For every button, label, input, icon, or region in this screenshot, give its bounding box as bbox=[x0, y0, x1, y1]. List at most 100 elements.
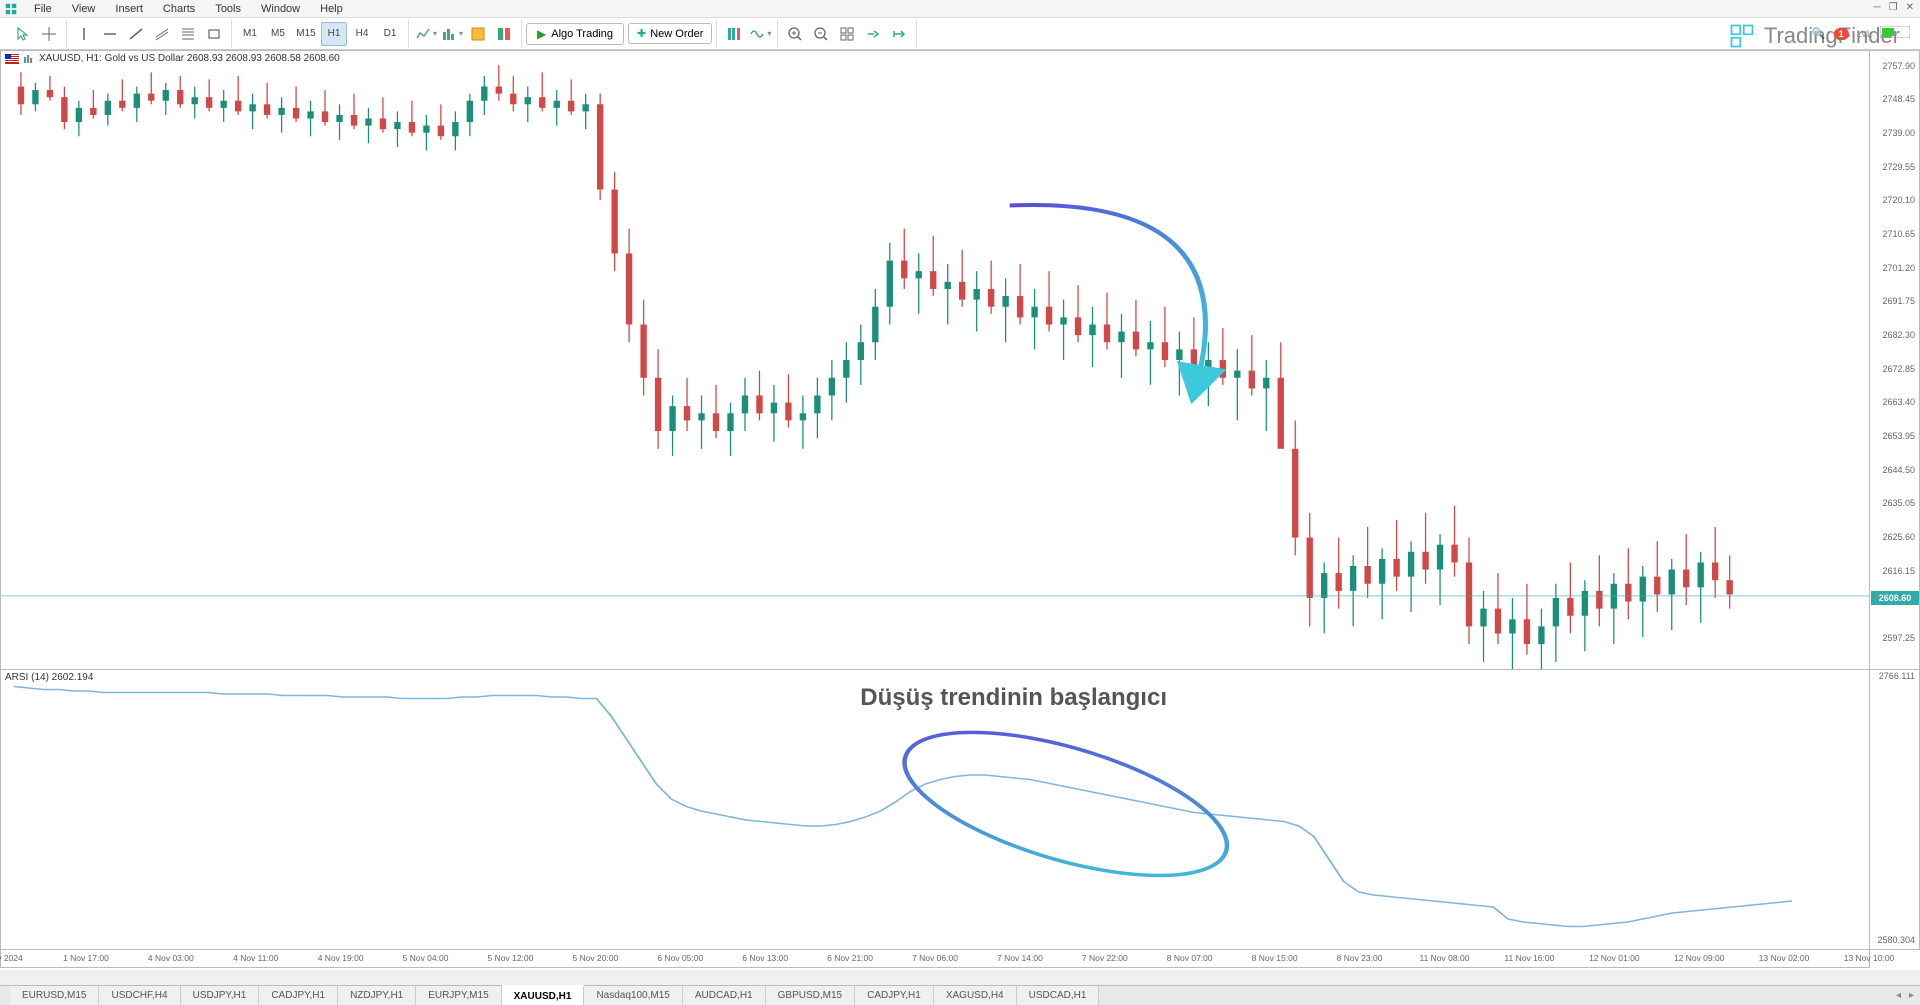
time-tick: 5 Nov 04:00 bbox=[403, 953, 449, 963]
indicator-axis[interactable]: 2766.111 2580.304 bbox=[1870, 670, 1920, 950]
tab-xagusd-h4[interactable]: XAGUSD,H4 bbox=[934, 986, 1017, 1005]
price-tick: 2691.75 bbox=[1882, 296, 1915, 306]
timeframe-H1[interactable]: H1 bbox=[321, 22, 347, 46]
time-tick: 1 Nov 2024 bbox=[0, 953, 23, 963]
time-tick: 8 Nov 07:00 bbox=[1167, 953, 1213, 963]
price-tick: 2635.05 bbox=[1882, 498, 1915, 508]
timeframe-M1[interactable]: M1 bbox=[237, 22, 263, 46]
menu-bar: FileViewInsertChartsToolsWindowHelp ─ ❐ … bbox=[0, 0, 1920, 18]
tab-cadjpy-h1[interactable]: CADJPY,H1 bbox=[855, 986, 934, 1005]
chart-type-dropdown[interactable]: ▾ bbox=[414, 22, 438, 46]
time-tick: 12 Nov 01:00 bbox=[1589, 953, 1640, 963]
timeframe-D1[interactable]: D1 bbox=[377, 22, 403, 46]
chart-container: XAUUSD, H1: Gold vs US Dollar 2608.93 26… bbox=[0, 50, 1920, 970]
algo-label: Algo Trading bbox=[551, 28, 613, 40]
close-button[interactable]: ✕ bbox=[1906, 2, 1914, 13]
bottom-tabs: EURUSD,M15USDCHF,H4USDJPY,H1CADJPY,H1NZD… bbox=[0, 985, 1920, 1005]
time-tick: 5 Nov 20:00 bbox=[572, 953, 618, 963]
hline-tool[interactable] bbox=[98, 22, 122, 46]
menu-insert[interactable]: Insert bbox=[105, 1, 153, 17]
minimize-button[interactable]: ─ bbox=[1874, 2, 1881, 13]
tab-eurjpy-m15[interactable]: EURJPY,M15 bbox=[416, 986, 501, 1005]
indicator-chart[interactable]: ARSI (14) 2602.194 Düşüş trendinin başla… bbox=[0, 670, 1870, 950]
time-tick: 8 Nov 23:00 bbox=[1337, 953, 1383, 963]
maximize-button[interactable]: ❐ bbox=[1889, 2, 1898, 13]
time-tick: 12 Nov 09:00 bbox=[1674, 953, 1725, 963]
notif-badge[interactable]: 1 bbox=[1834, 28, 1849, 40]
new-order-button[interactable]: ✚New Order bbox=[628, 23, 712, 44]
tradingfinder-icon bbox=[1728, 22, 1756, 50]
tab-audcad-h1[interactable]: AUDCAD,H1 bbox=[683, 986, 766, 1005]
search-icon[interactable]: 🔍 bbox=[1812, 27, 1826, 40]
time-tick: 7 Nov 14:00 bbox=[997, 953, 1043, 963]
tab-nzdjpy-h1[interactable]: NZDJPY,H1 bbox=[338, 986, 416, 1005]
timeframe-M15[interactable]: M15 bbox=[293, 22, 319, 46]
shift-icon[interactable] bbox=[861, 22, 885, 46]
price-tick: 2625.60 bbox=[1882, 532, 1915, 542]
time-tick: 13 Nov 10:00 bbox=[1844, 953, 1895, 963]
menu-tools[interactable]: Tools bbox=[205, 1, 251, 17]
tab-usdchf-h4[interactable]: USDCHF,H4 bbox=[99, 986, 180, 1005]
indicator-dropdown[interactable]: ▾ bbox=[440, 22, 464, 46]
annotation-text: Düşüş trendinin başlangıcı bbox=[860, 684, 1167, 712]
menu-file[interactable]: File bbox=[24, 1, 62, 17]
vline-tool[interactable] bbox=[72, 22, 96, 46]
menu-help[interactable]: Help bbox=[310, 1, 353, 17]
price-current: 2608.60 bbox=[1871, 591, 1919, 605]
tab-usdjpy-h1[interactable]: USDJPY,H1 bbox=[181, 986, 260, 1005]
zoom-in-icon[interactable] bbox=[783, 22, 807, 46]
tab-nasdaq100-m15[interactable]: Nasdaq100,M15 bbox=[584, 986, 682, 1005]
timeframe-H4[interactable]: H4 bbox=[349, 22, 375, 46]
oscillator-dropdown[interactable]: ▾ bbox=[748, 22, 772, 46]
tab-next[interactable]: ▸ bbox=[1909, 990, 1914, 1001]
menu-charts[interactable]: Charts bbox=[153, 1, 205, 17]
price-axis[interactable]: 2757.902748.452739.002729.552720.102710.… bbox=[1870, 50, 1920, 670]
crosshair-tool[interactable] bbox=[37, 22, 61, 46]
object-icon[interactable] bbox=[492, 22, 516, 46]
level-icon[interactable]: LVL bbox=[1857, 29, 1872, 39]
zoom-out-icon[interactable] bbox=[809, 22, 833, 46]
play-icon: ▶ bbox=[537, 27, 546, 41]
trendline-tool[interactable] bbox=[124, 22, 148, 46]
tab-prev[interactable]: ◂ bbox=[1896, 990, 1901, 1001]
flag-icon bbox=[5, 54, 19, 64]
tab-usdcad-h1[interactable]: USDCAD,H1 bbox=[1017, 986, 1100, 1005]
depth-icon[interactable] bbox=[722, 22, 746, 46]
timeframe-M5[interactable]: M5 bbox=[265, 22, 291, 46]
navigator-icon[interactable] bbox=[466, 22, 490, 46]
grid-icon[interactable] bbox=[835, 22, 859, 46]
connection-icon bbox=[1880, 26, 1910, 41]
algo-trading-button[interactable]: ▶ Algo Trading bbox=[526, 23, 624, 45]
price-tick: 2720.10 bbox=[1882, 195, 1915, 205]
time-tick: 5 Nov 12:00 bbox=[488, 953, 534, 963]
ind-tick: 2766.111 bbox=[1879, 671, 1915, 681]
tab-gbpusd-m15[interactable]: GBPUSD,M15 bbox=[766, 986, 855, 1005]
window-controls: ─ ❐ ✕ bbox=[1874, 2, 1914, 13]
time-tick: 6 Nov 21:00 bbox=[827, 953, 873, 963]
menu-window[interactable]: Window bbox=[251, 1, 310, 17]
cursor-tool[interactable] bbox=[11, 22, 35, 46]
time-tick: 4 Nov 11:00 bbox=[233, 953, 278, 963]
plus-icon: ✚ bbox=[637, 27, 646, 40]
tab-cadjpy-h1[interactable]: CADJPY,H1 bbox=[259, 986, 338, 1005]
price-tick: 2616.15 bbox=[1882, 566, 1915, 576]
time-tick: 1 Nov 17:00 bbox=[63, 953, 109, 963]
fib-tool[interactable] bbox=[176, 22, 200, 46]
price-tick: 2653.95 bbox=[1882, 431, 1915, 441]
tab-xauusd-h1[interactable]: XAUUSD,H1 bbox=[502, 985, 585, 1005]
app-logo-icon bbox=[4, 2, 18, 16]
menu-view[interactable]: View bbox=[62, 1, 106, 17]
toolbar: M1M5M15H1H4D1 ▾ ▾ ▶ Algo Trading ✚New Ord… bbox=[0, 18, 1920, 50]
main-chart[interactable]: XAUUSD, H1: Gold vs US Dollar 2608.93 26… bbox=[0, 50, 1870, 670]
time-axis[interactable]: 1 Nov 20241 Nov 17:004 Nov 03:004 Nov 11… bbox=[0, 950, 1870, 968]
autoscroll-icon[interactable] bbox=[887, 22, 911, 46]
rect-tool[interactable] bbox=[202, 22, 226, 46]
tab-eurusd-m15[interactable]: EURUSD,M15 bbox=[10, 986, 99, 1005]
price-tick: 2644.50 bbox=[1882, 465, 1915, 475]
channel-tool[interactable] bbox=[150, 22, 174, 46]
ind-tick: 2580.304 bbox=[1877, 935, 1915, 945]
price-tick: 2672.85 bbox=[1882, 364, 1915, 374]
time-tick: 4 Nov 19:00 bbox=[318, 953, 364, 963]
time-tick: 11 Nov 16:00 bbox=[1504, 953, 1554, 963]
indicator-label: ARSI (14) 2602.194 bbox=[5, 672, 93, 683]
